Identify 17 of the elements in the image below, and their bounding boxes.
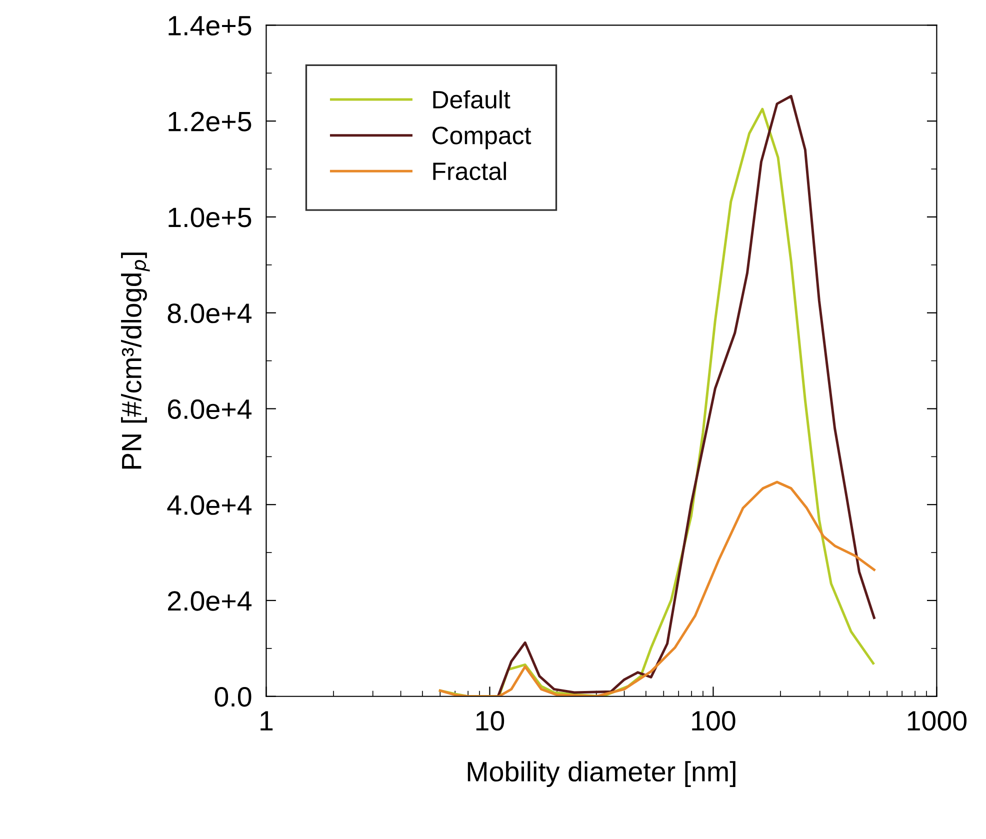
legend-label: Fractal xyxy=(433,162,506,180)
x-tick-label: 10 xyxy=(476,710,504,731)
legend-label: Compact xyxy=(432,126,532,150)
y-tick-label: 1.2e+5 xyxy=(168,112,252,132)
y-axis-title: PN [#/cm³/dlogd$_{p}$] xyxy=(121,252,150,469)
x-tick-label: 1 xyxy=(260,711,273,730)
y-tick-label: 1.0e+5 xyxy=(168,208,252,228)
y-tick-label: 8.0e+4 xyxy=(168,303,252,324)
x-axis-title: Mobility diameter [nm] xyxy=(468,761,736,788)
x-tick-label: 1000 xyxy=(908,710,967,731)
y-tick-label: 4.0e+4 xyxy=(167,495,252,515)
x-tick-label: 100 xyxy=(692,710,736,731)
legend-label: Default xyxy=(433,90,510,109)
y-tick-label: 0.0 xyxy=(214,687,252,707)
y-tick-label: 1.4e+5 xyxy=(168,16,252,36)
y-tick-label: 2.0e+4 xyxy=(168,591,252,611)
y-tick-label: 6.0e+4 xyxy=(168,399,252,420)
